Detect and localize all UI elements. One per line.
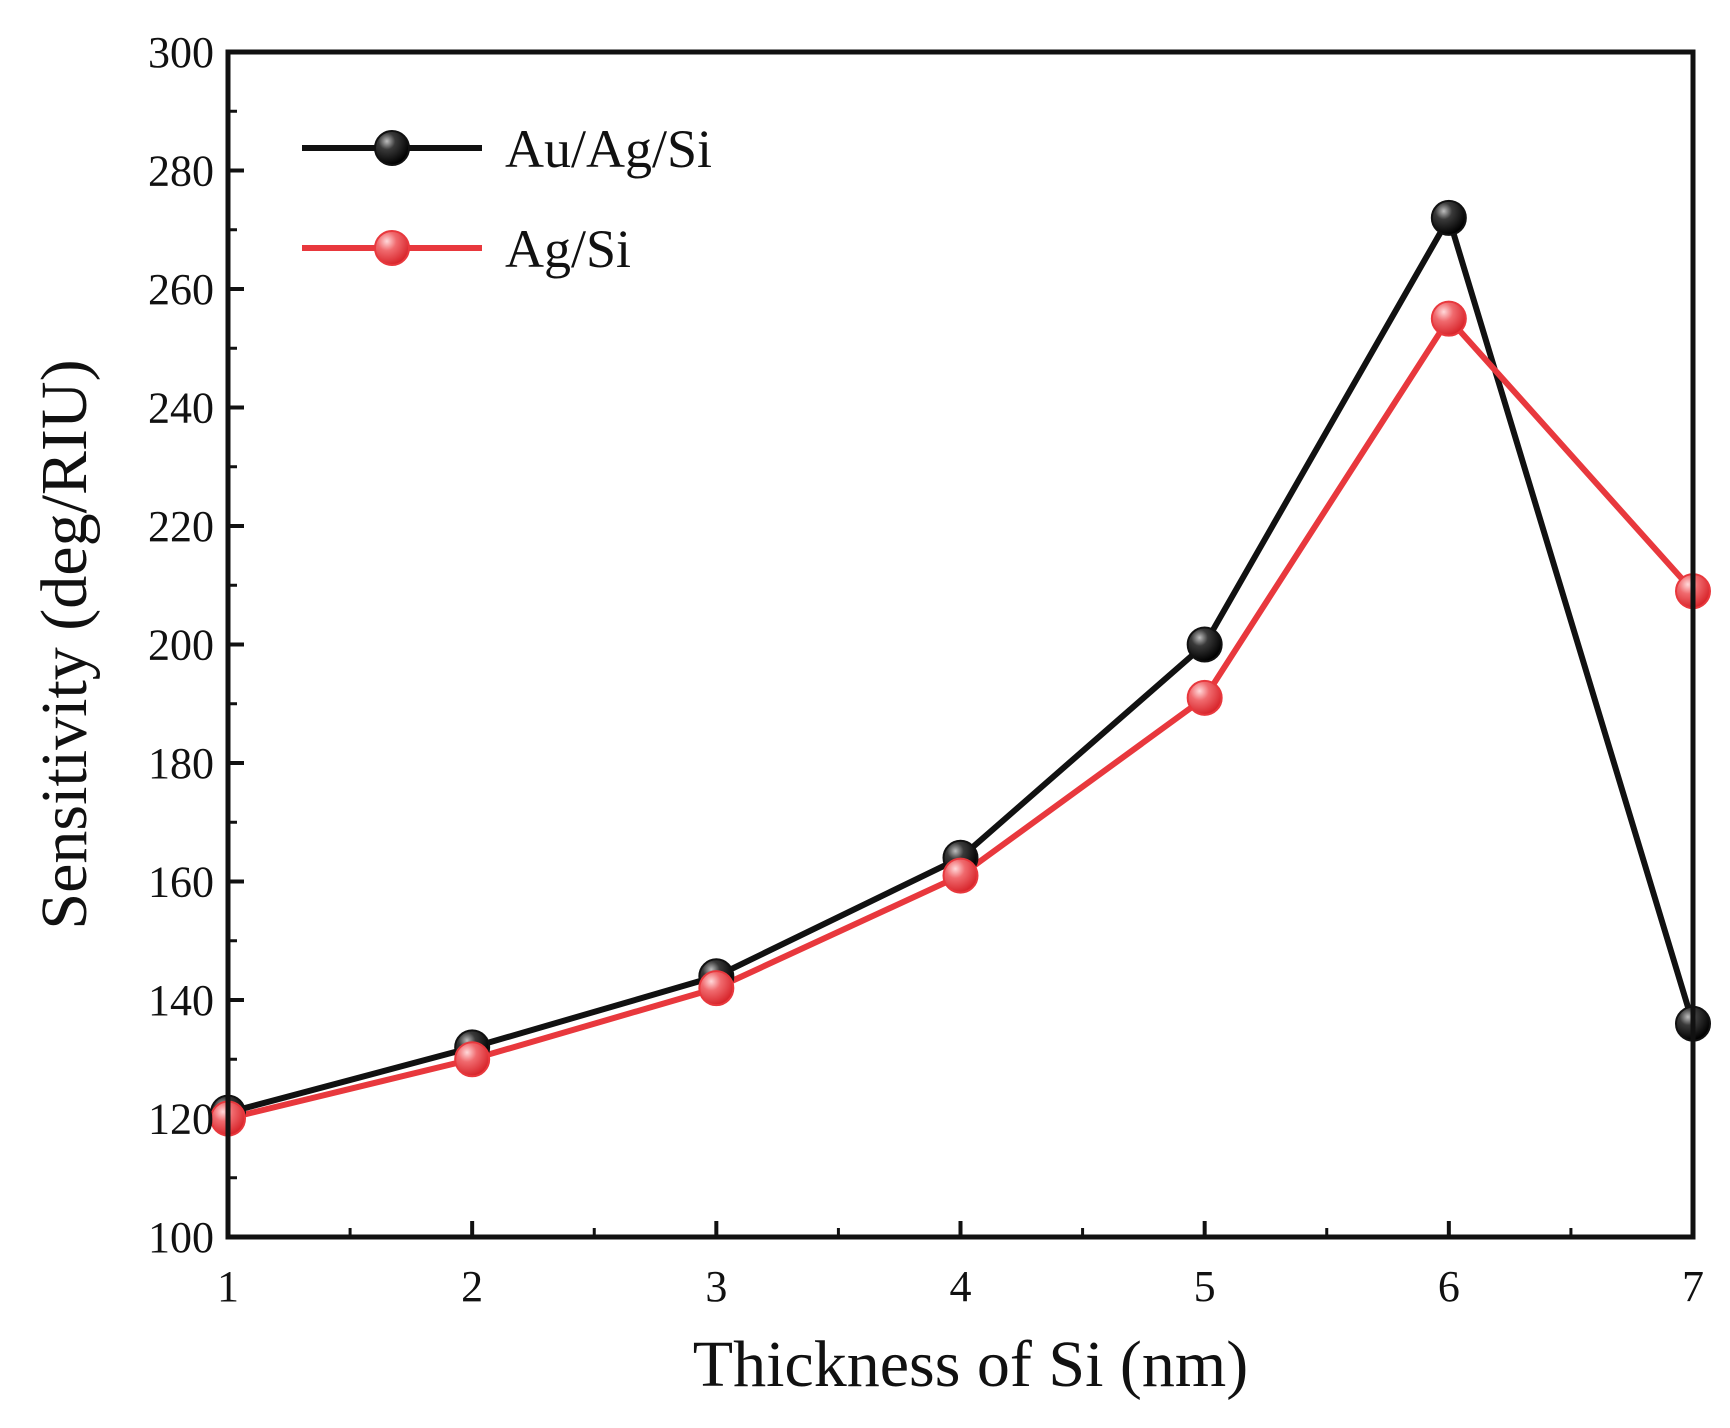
x-tick-label: 1: [217, 1262, 239, 1311]
series-0-point: [1430, 199, 1467, 236]
y-tick-label: 200: [148, 621, 214, 670]
y-tick-label: 240: [148, 384, 214, 433]
x-tick-label: 6: [1438, 1262, 1460, 1311]
y-tick-label: 140: [148, 976, 214, 1025]
legend-label: Ag/Si: [505, 219, 631, 279]
legend-label: Au/Ag/Si: [505, 119, 712, 179]
x-axis-title: Thickness of Si (nm): [693, 1328, 1248, 1401]
x-tick-label: 7: [1682, 1262, 1704, 1311]
y-tick-label: 280: [148, 147, 214, 196]
legend: Au/Ag/Si Ag/Si: [302, 119, 712, 279]
series-1-point: [1186, 679, 1223, 716]
series-line-0: [227, 210, 1696, 1116]
series-1-point: [1430, 300, 1467, 337]
series-0-point: [1186, 626, 1223, 663]
x-tick-label: 2: [461, 1262, 483, 1311]
series-1-point: [942, 857, 979, 894]
x-tick-label: 5: [1194, 1262, 1216, 1311]
y-tick-label: 120: [148, 1095, 214, 1144]
legend-marker: [374, 130, 410, 166]
tick-labels: 1 2 3 4 5 6 7 100 120 140 160 180 200 220 240 260 280 300: [148, 28, 1704, 1311]
y-tick-label: 180: [148, 739, 214, 788]
y-axis-title: Sensitivity (deg/RIU): [28, 359, 101, 929]
legend-marker: [374, 230, 410, 266]
x-tick-label: 3: [705, 1262, 727, 1311]
y-tick-label: 260: [148, 265, 214, 314]
series-1-point: [454, 1041, 491, 1078]
plot-series: [210, 199, 1711, 1137]
y-tick-label: 100: [148, 1213, 214, 1262]
plot-frame: [225, 49, 1696, 1240]
series-line-1: [227, 313, 1696, 1122]
x-tick-label: 4: [950, 1262, 972, 1311]
series-1-point: [698, 970, 735, 1007]
y-tick-label: 220: [148, 502, 214, 551]
axis-ticks: [226, 50, 1695, 1239]
y-tick-label: 160: [148, 858, 214, 907]
y-tick-label: 300: [148, 28, 214, 77]
